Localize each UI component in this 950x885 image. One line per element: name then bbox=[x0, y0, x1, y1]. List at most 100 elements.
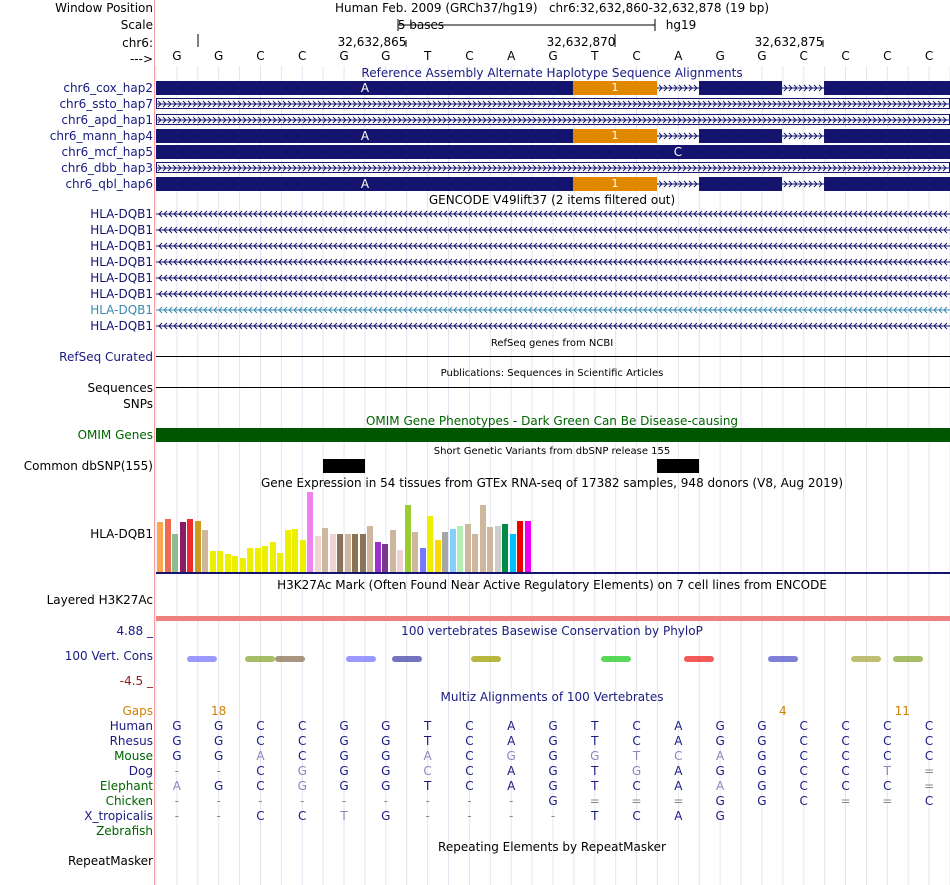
snp-mark-2[interactable] bbox=[657, 459, 699, 473]
alt-block-left[interactable] bbox=[156, 177, 573, 191]
alt-block-insert[interactable] bbox=[573, 177, 657, 191]
gtex-bar[interactable] bbox=[382, 544, 388, 572]
gtex-bar[interactable] bbox=[307, 492, 313, 572]
alt-line-box[interactable] bbox=[156, 114, 950, 125]
alt-haplotype-label[interactable]: chr6_apd_hap1 bbox=[61, 113, 153, 127]
species-label[interactable]: Zebrafish bbox=[96, 824, 153, 838]
gtex-bar[interactable] bbox=[254, 548, 261, 572]
gencode-gene-label[interactable]: HLA-DQB1 bbox=[90, 207, 153, 221]
omim-bar[interactable] bbox=[156, 428, 950, 442]
species-label[interactable]: Elephant bbox=[99, 779, 153, 793]
gtex-bar[interactable] bbox=[262, 546, 268, 572]
gtex-bar[interactable] bbox=[329, 534, 336, 572]
gencode-gene-label[interactable]: HLA-DQB1 bbox=[90, 239, 153, 253]
species-label[interactable]: Chicken bbox=[105, 794, 153, 808]
gtex-bar[interactable] bbox=[239, 558, 246, 572]
alt-haplotype-label[interactable]: chr6_qbl_hap6 bbox=[65, 177, 153, 191]
gtex-bar[interactable] bbox=[292, 529, 298, 572]
alt-block-right[interactable] bbox=[824, 81, 950, 95]
gtex-bar[interactable] bbox=[284, 530, 291, 572]
gtex-bar[interactable] bbox=[209, 551, 216, 572]
alt-haplotype-label[interactable]: chr6_cox_hap2 bbox=[63, 81, 153, 95]
gtex-bar[interactable] bbox=[299, 540, 306, 572]
alt-block-mid[interactable] bbox=[699, 81, 782, 95]
gtex-bar[interactable] bbox=[479, 505, 486, 572]
alt-line-box[interactable] bbox=[156, 162, 950, 173]
gtex-bar[interactable] bbox=[172, 534, 178, 572]
repeatmasker-label[interactable]: RepeatMasker bbox=[67, 854, 153, 868]
alt-haplotype-label[interactable]: chr6_dbb_hap3 bbox=[61, 161, 153, 175]
gtex-bar[interactable] bbox=[517, 521, 523, 572]
gtex-bar[interactable] bbox=[322, 528, 328, 572]
gtex-bar[interactable] bbox=[247, 548, 253, 572]
gtex-bar[interactable] bbox=[367, 526, 373, 572]
gtex-bar[interactable] bbox=[509, 534, 516, 572]
gtex-bar[interactable] bbox=[314, 536, 321, 572]
gtex-bar[interactable] bbox=[397, 550, 403, 572]
gtex-bar[interactable] bbox=[232, 556, 238, 572]
species-label[interactable]: Dog bbox=[128, 764, 153, 778]
gtex-bar[interactable] bbox=[224, 554, 231, 572]
gencode-gene-label[interactable]: HLA-DQB1 bbox=[90, 287, 153, 301]
alt-haplotype-label[interactable]: chr6_mcf_hap5 bbox=[61, 145, 154, 159]
gtex-bar[interactable] bbox=[404, 505, 411, 572]
snp-mark-1[interactable] bbox=[323, 459, 365, 473]
gtex-bar[interactable] bbox=[277, 553, 283, 572]
gtex-bar[interactable] bbox=[449, 529, 456, 572]
gtex-bar[interactable] bbox=[352, 534, 358, 572]
gtex-bar[interactable] bbox=[502, 524, 508, 572]
gtex-bar[interactable] bbox=[217, 551, 223, 572]
gencode-gene-label[interactable]: HLA-DQB1 bbox=[90, 271, 153, 285]
alt-block-right[interactable] bbox=[824, 177, 950, 191]
alt-block-right[interactable] bbox=[824, 129, 950, 143]
gtex-bar[interactable] bbox=[464, 524, 471, 572]
gtex-bar[interactable] bbox=[179, 522, 186, 572]
gtex-bar[interactable] bbox=[472, 534, 478, 572]
gtex-bar[interactable] bbox=[457, 526, 463, 572]
alt-block-insert[interactable] bbox=[573, 129, 657, 143]
alt-block-insert[interactable] bbox=[573, 81, 657, 95]
gtex-bar[interactable] bbox=[524, 521, 531, 572]
dbsnp-label[interactable]: Common dbSNP(155) bbox=[23, 459, 153, 473]
alt-block-left[interactable] bbox=[156, 81, 573, 95]
alt-block-mid[interactable] bbox=[699, 177, 782, 191]
refseq-label[interactable]: RefSeq Curated bbox=[59, 350, 153, 364]
phylop-label[interactable]: 100 Vert. Cons bbox=[64, 649, 153, 663]
gtex-label[interactable]: HLA-DQB1 bbox=[90, 527, 153, 541]
gtex-bar[interactable] bbox=[164, 519, 171, 572]
gtex-bar[interactable] bbox=[434, 540, 441, 572]
gtex-bar[interactable] bbox=[412, 532, 418, 572]
gtex-bar[interactable] bbox=[359, 534, 366, 572]
gtex-bar[interactable] bbox=[419, 548, 426, 572]
omim-label[interactable]: OMIM Genes bbox=[77, 428, 153, 442]
gtex-bar[interactable] bbox=[344, 534, 351, 572]
alt-block-mid[interactable] bbox=[699, 129, 782, 143]
gtex-bar[interactable] bbox=[194, 521, 201, 572]
species-label[interactable]: X_tropicalis bbox=[84, 809, 153, 823]
gtex-bar[interactable] bbox=[487, 527, 493, 572]
gencode-gene-label[interactable]: HLA-DQB1 bbox=[90, 255, 153, 269]
gtex-bar[interactable] bbox=[389, 530, 396, 572]
gtex-bar[interactable] bbox=[374, 542, 381, 572]
gtex-bar[interactable] bbox=[427, 516, 433, 572]
gtex-bar[interactable] bbox=[442, 532, 448, 572]
species-label[interactable]: Rhesus bbox=[109, 734, 153, 748]
h3k27ac-label[interactable]: Layered H3K27Ac bbox=[46, 593, 153, 607]
publications-label[interactable]: Sequences bbox=[87, 381, 153, 395]
gencode-gene-label[interactable]: HLA-DQB1 bbox=[90, 223, 153, 237]
alt-line-box[interactable] bbox=[156, 98, 950, 109]
gencode-gene-label[interactable]: HLA-DQB1 bbox=[90, 319, 153, 333]
gtex-bar[interactable] bbox=[187, 519, 193, 572]
species-label[interactable]: Human bbox=[109, 719, 153, 733]
alt-block-full[interactable] bbox=[156, 145, 950, 159]
gtex-bar[interactable] bbox=[494, 526, 501, 572]
gtex-bar[interactable] bbox=[269, 542, 276, 572]
gtex-bar[interactable] bbox=[202, 530, 208, 572]
gencode-gene-label[interactable]: HLA-DQB1 bbox=[90, 303, 153, 317]
gtex-bar[interactable] bbox=[157, 522, 163, 572]
alt-haplotype-label[interactable]: chr6_ssto_hap7 bbox=[59, 97, 153, 111]
gtex-bar[interactable] bbox=[337, 534, 343, 572]
alt-haplotype-label[interactable]: chr6_mann_hap4 bbox=[49, 129, 153, 143]
alt-block-left[interactable] bbox=[156, 129, 573, 143]
species-label[interactable]: Mouse bbox=[114, 749, 153, 763]
